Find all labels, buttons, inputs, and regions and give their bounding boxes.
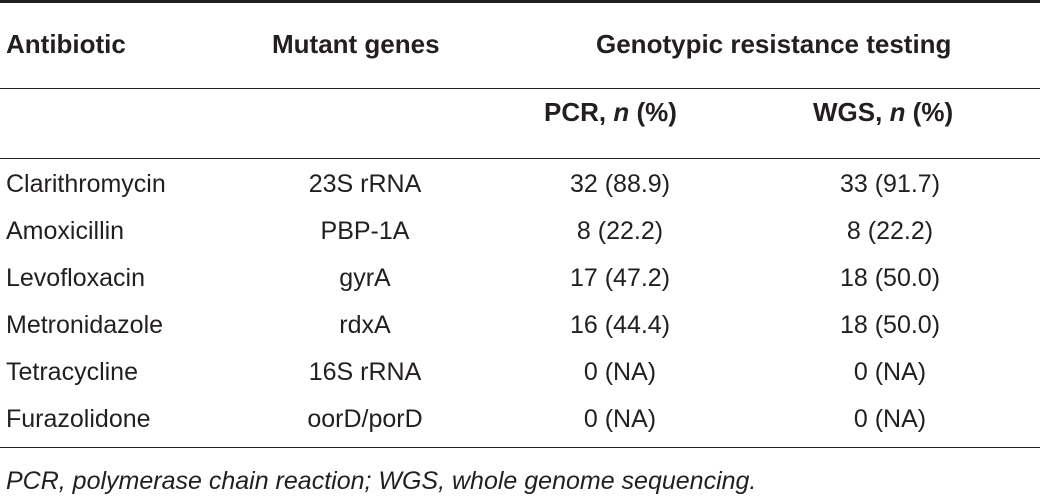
cell-mutant-gene: 23S rRNA (308, 170, 422, 198)
body-top-rule (0, 158, 1040, 159)
cell-mutant-gene: rdxA (339, 311, 391, 339)
cell-antibiotic: Amoxicillin (6, 217, 125, 245)
cell-wgs: 18 (50.0) (839, 311, 941, 339)
table-footnote: PCR, polymerase chain reaction; WGS, who… (6, 467, 757, 495)
header-antibiotic: Antibiotic (6, 29, 126, 59)
cell-mutant-gene: gyrA (339, 264, 391, 292)
header-wgs-suffix: (%) (905, 97, 954, 127)
header-pcr-n: n (613, 97, 630, 127)
cell-pcr: 0 (NA) (583, 358, 657, 386)
table-top-rule (0, 0, 1040, 3)
header-wgs-n: n (889, 97, 906, 127)
header-pcr-suffix: (%) (629, 97, 677, 127)
header-divider-rule (0, 88, 1040, 89)
cell-wgs: 0 (NA) (853, 405, 927, 433)
header-genotypic-resistance: Genotypic resistance testing (596, 29, 952, 59)
header-mutant-genes: Mutant genes (272, 29, 440, 59)
table-row: Metronidazole rdxA 16 (44.4) 18 (50.0) (0, 302, 1040, 349)
table-row: Clarithromycin 23S rRNA 32 (88.9) 33 (91… (0, 161, 1040, 208)
header-pcr: PCR, n (%) (544, 97, 677, 127)
header-wgs: WGS, n (%) (813, 97, 953, 127)
table-row: Levofloxacin gyrA 17 (47.2) 18 (50.0) (0, 255, 1040, 302)
cell-wgs: 18 (50.0) (839, 264, 941, 292)
table-row: Amoxicillin PBP-1A 8 (22.2) 8 (22.2) (0, 208, 1040, 255)
cell-wgs: 8 (22.2) (846, 217, 934, 245)
cell-antibiotic: Furazolidone (6, 405, 151, 433)
header-pcr-prefix: PCR, (544, 97, 614, 127)
table-bottom-rule (0, 447, 1040, 448)
cell-pcr: 16 (44.4) (569, 311, 671, 339)
cell-antibiotic: Tetracycline (6, 358, 138, 386)
table-row: Furazolidone oorD/porD 0 (NA) 0 (NA) (0, 396, 1040, 443)
cell-mutant-gene: oorD/porD (307, 405, 423, 433)
cell-wgs: 0 (NA) (853, 358, 927, 386)
cell-mutant-gene: PBP-1A (320, 217, 410, 245)
cell-antibiotic: Clarithromycin (6, 170, 166, 198)
cell-wgs: 33 (91.7) (839, 170, 941, 198)
cell-antibiotic: Metronidazole (6, 311, 164, 339)
cell-pcr: 8 (22.2) (576, 217, 664, 245)
cell-mutant-gene: 16S rRNA (308, 358, 422, 386)
cell-pcr: 17 (47.2) (569, 264, 671, 292)
cell-antibiotic: Levofloxacin (6, 264, 145, 292)
header-wgs-prefix: WGS, (813, 97, 890, 127)
cell-pcr: 32 (88.9) (569, 170, 671, 198)
table-row: Tetracycline 16S rRNA 0 (NA) 0 (NA) (0, 349, 1040, 396)
cell-pcr: 0 (NA) (583, 405, 657, 433)
